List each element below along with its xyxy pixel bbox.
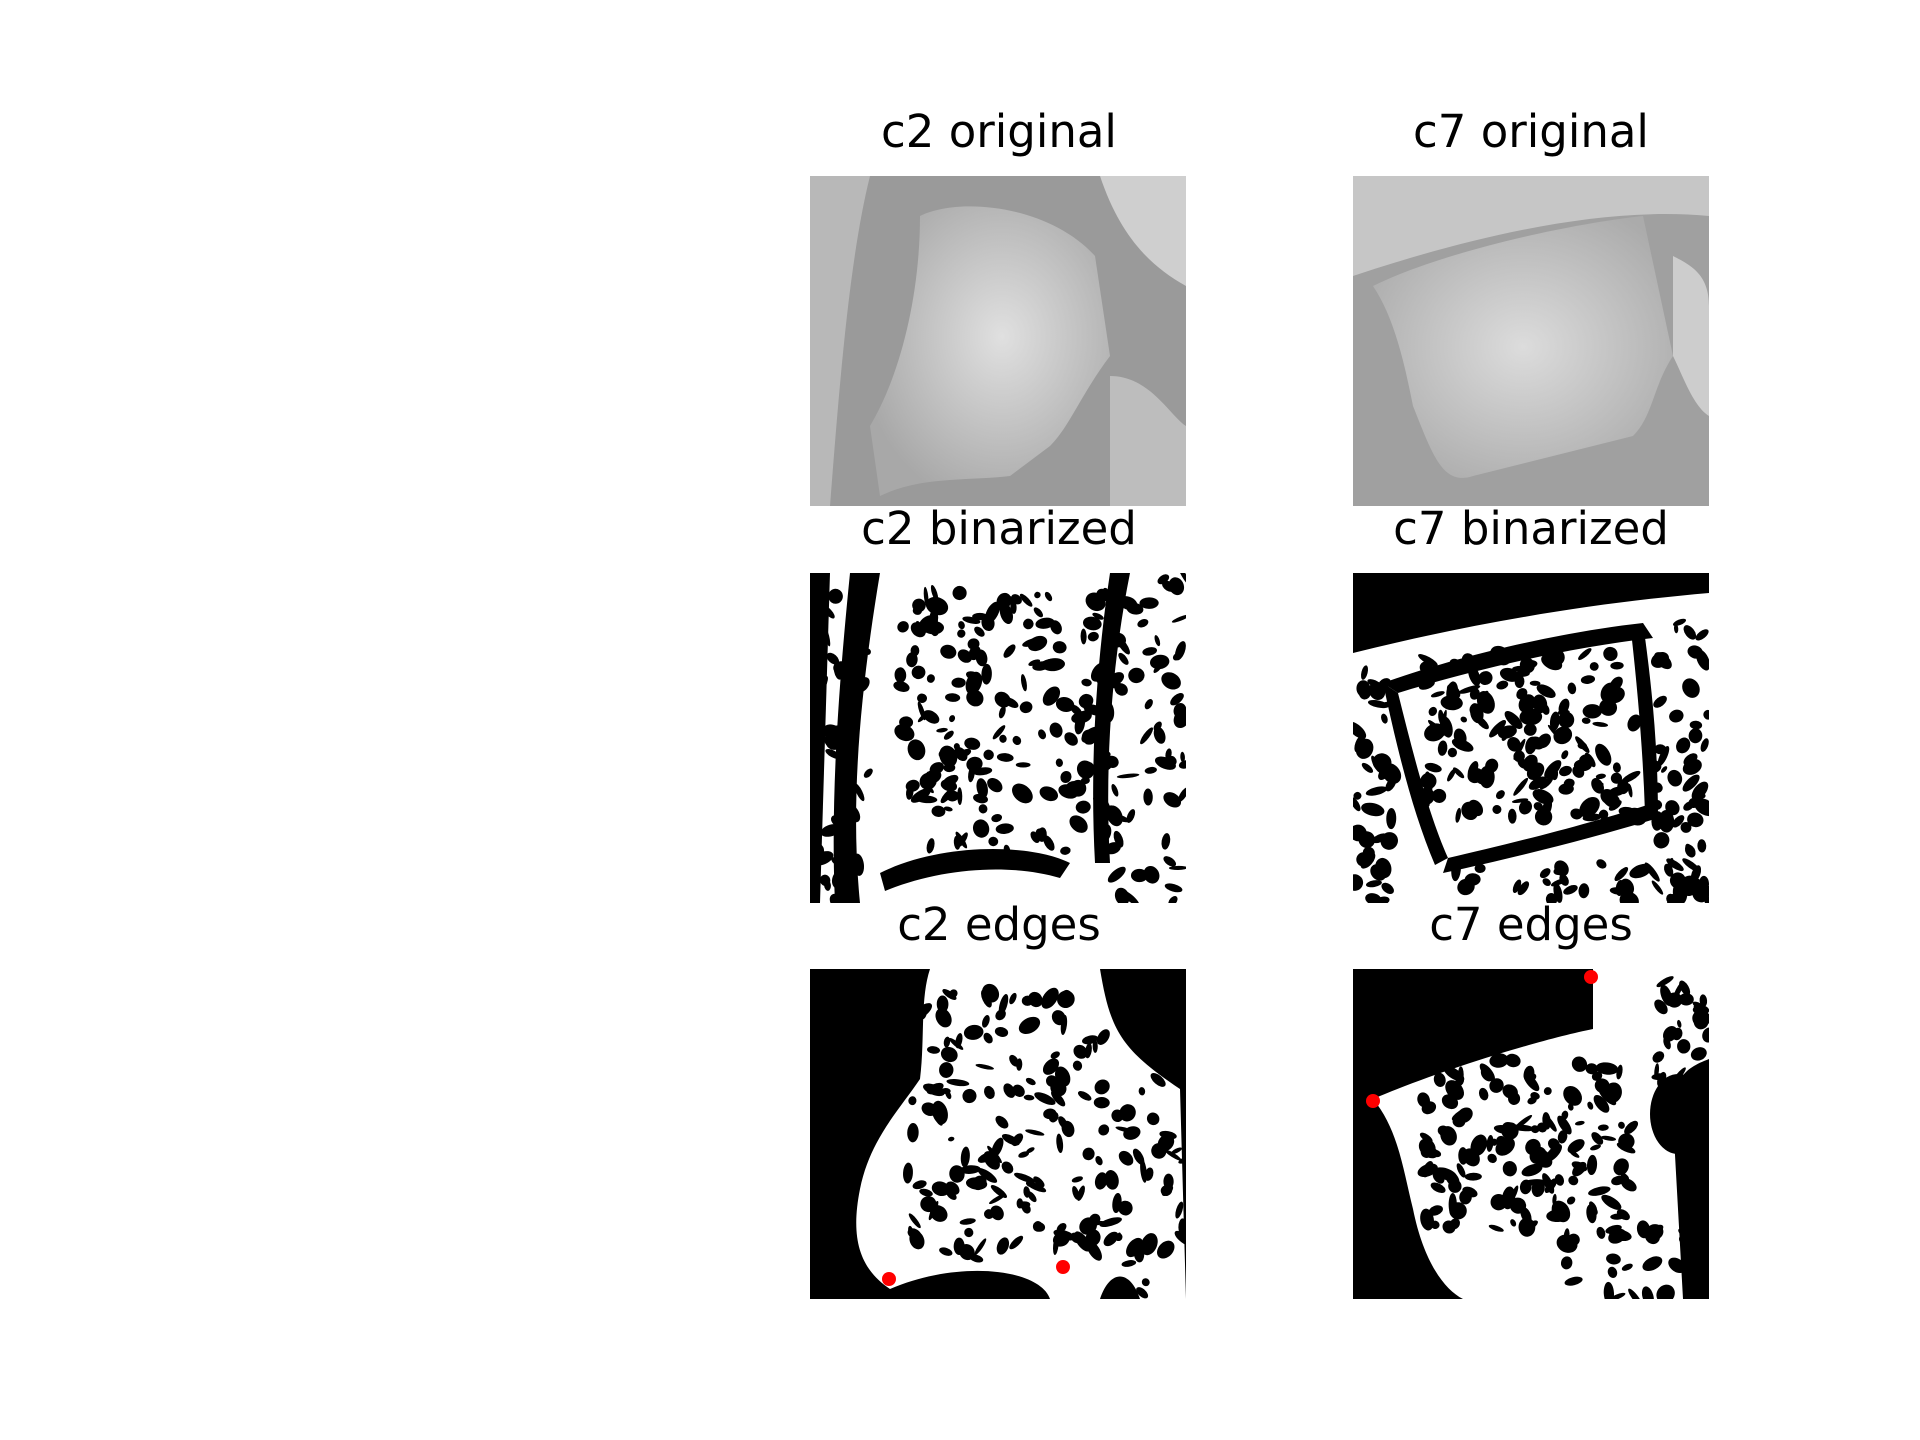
c7-original-image [1353, 176, 1709, 506]
c7-binarized-image [1353, 573, 1709, 903]
c2-original-title: c2 original [881, 105, 1117, 158]
c2-binarized-title: c2 binarized [861, 502, 1137, 555]
c7-binarized-title: c7 binarized [1393, 502, 1669, 555]
c2-edges-image [810, 969, 1186, 1299]
c7-edges-image [1353, 969, 1709, 1299]
c7-edges-title: c7 edges [1429, 898, 1633, 951]
c2-original-image [810, 176, 1186, 506]
c2-binarized-image [810, 573, 1186, 903]
c7-original-title: c7 original [1413, 105, 1649, 158]
c2-edges-title: c2 edges [897, 898, 1101, 951]
